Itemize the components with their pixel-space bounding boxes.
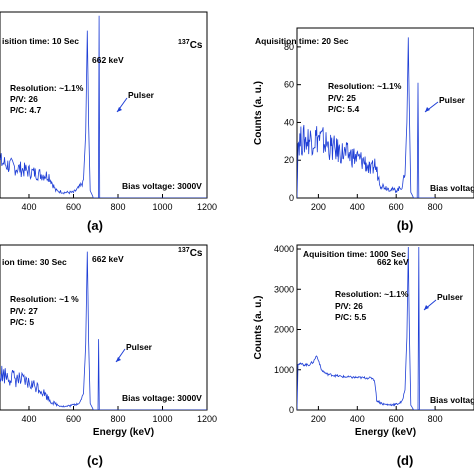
x-tick-label: 800 (428, 414, 443, 424)
peak-label: 662 keV (92, 55, 124, 65)
x-tick-label: 400 (21, 202, 36, 212)
panel-label: (a) (87, 218, 103, 233)
pulser-label: Pulser (126, 342, 153, 352)
y-tick-label: 0 (289, 405, 294, 415)
x-axis-label: Energy (keV) (93, 427, 154, 438)
x-tick-label: 1200 (197, 414, 217, 424)
bias-voltage-label: Bias voltage (430, 183, 474, 193)
pulser-label: Pulser (439, 95, 466, 105)
y-tick-label: 60 (284, 80, 294, 90)
x-tick-label: 800 (110, 202, 125, 212)
x-tick-label: 200 (311, 414, 326, 424)
x-tick-label: 800 (110, 414, 125, 424)
bias-voltage-label: Bias voltag (430, 395, 474, 405)
pv-label: P/V: 26 (10, 94, 38, 104)
x-tick-label: 600 (389, 414, 404, 424)
series-line (0, 15, 207, 198)
y-tick-label: 4000 (274, 244, 294, 254)
panel-label: (c) (87, 453, 103, 468)
x-tick-label: 1000 (152, 202, 172, 212)
isotope-mass: 137 (178, 247, 190, 254)
pulser-arrowhead (117, 107, 122, 112)
y-tick-label: 1000 (274, 365, 294, 375)
series-line (0, 251, 207, 410)
acquisition-time: Aquisition time: 20 Sec (255, 36, 349, 46)
series-line (297, 246, 436, 410)
x-tick-label: 1000 (152, 414, 172, 424)
pulser-arrowhead (116, 357, 121, 362)
x-tick-label: 600 (66, 414, 81, 424)
resolution-label: Resolution: ~1.1% (335, 289, 409, 299)
x-tick-label: 800 (428, 202, 443, 212)
pv-label: P/V: 26 (335, 301, 363, 311)
peak-label: 662 keV (377, 257, 409, 267)
plot-frame (296, 27, 474, 199)
isotope-symbol: Cs (190, 40, 203, 51)
y-tick-label: 80 (284, 42, 294, 52)
x-tick-label: 400 (350, 202, 365, 212)
resolution-label: Resolution: ~1.1% (10, 83, 84, 93)
panel-c: 400 600 800 1000 1200 Energy (keV) ion time: 3… (0, 244, 217, 468)
pulser-label: Pulser (437, 292, 464, 302)
x-tick-label: 600 (389, 202, 404, 212)
panel-label: (d) (397, 453, 414, 468)
y-tick-label: 0 (289, 193, 294, 203)
pc-label: P/C: 4.7 (10, 105, 41, 115)
acquisition-time: Aquisition time: 1000 Sec (303, 249, 406, 259)
y-tick-label: 20 (284, 155, 294, 165)
y-axis-label: Counts (a. u.) (253, 296, 264, 360)
acquisition-time: isition time: 10 Sec (2, 36, 79, 46)
y-tick-label: 3000 (274, 284, 294, 294)
pc-label: P/C: 5 (10, 317, 34, 327)
x-tick-label: 1200 (197, 202, 217, 212)
y-tick-label: 2000 (274, 325, 294, 335)
pv-label: P/V: 25 (328, 93, 356, 103)
x-tick-label: 400 (21, 414, 36, 424)
x-tick-label: 600 (66, 202, 81, 212)
panel-d: 200 400 600 800 0 1000 2000 3000 4000 Counts (a. … (253, 244, 474, 468)
isotope-symbol: Cs (190, 248, 203, 259)
panel-a: 400 600 800 1000 1200 isition time: 10 Sec 137… (0, 11, 217, 233)
pc-label: P/C: 5.5 (335, 312, 366, 322)
pulser-arrowhead (425, 107, 430, 112)
pc-label: P/C: 5.4 (328, 104, 359, 114)
x-tick-label: 200 (311, 202, 326, 212)
isotope-label: 137Cs (178, 247, 203, 259)
pulser-label: Pulser (128, 90, 155, 100)
plot-frame (0, 244, 208, 411)
bias-voltage-label: Bias voltage: 3000V (122, 393, 202, 403)
panel-label: (b) (397, 218, 414, 233)
resolution-label: Resolution: ~1.1% (328, 81, 402, 91)
x-tick-label: 400 (350, 414, 365, 424)
pulser-arrowhead (424, 305, 429, 310)
resolution-label: Resolution: ~1 % (10, 294, 79, 304)
peak-label: 662 keV (92, 254, 124, 264)
isotope-label: 137Cs (178, 39, 203, 51)
bias-voltage-label: Bias voltage: 3000V (122, 181, 202, 191)
isotope-mass: 137 (178, 39, 190, 46)
y-tick-label: 40 (284, 117, 294, 127)
pv-label: P/V: 27 (10, 306, 38, 316)
panel-b: 200 400 600 800 0 20 40 60 80 Counts (a. u.) Aquis… (253, 27, 474, 233)
x-axis-label: Energy (keV) (355, 427, 416, 438)
series-line (297, 37, 436, 198)
acquisition-time: ion time: 30 Sec (2, 257, 67, 267)
y-axis-label: Counts (a. u.) (253, 81, 264, 145)
plot-frame (296, 244, 474, 411)
